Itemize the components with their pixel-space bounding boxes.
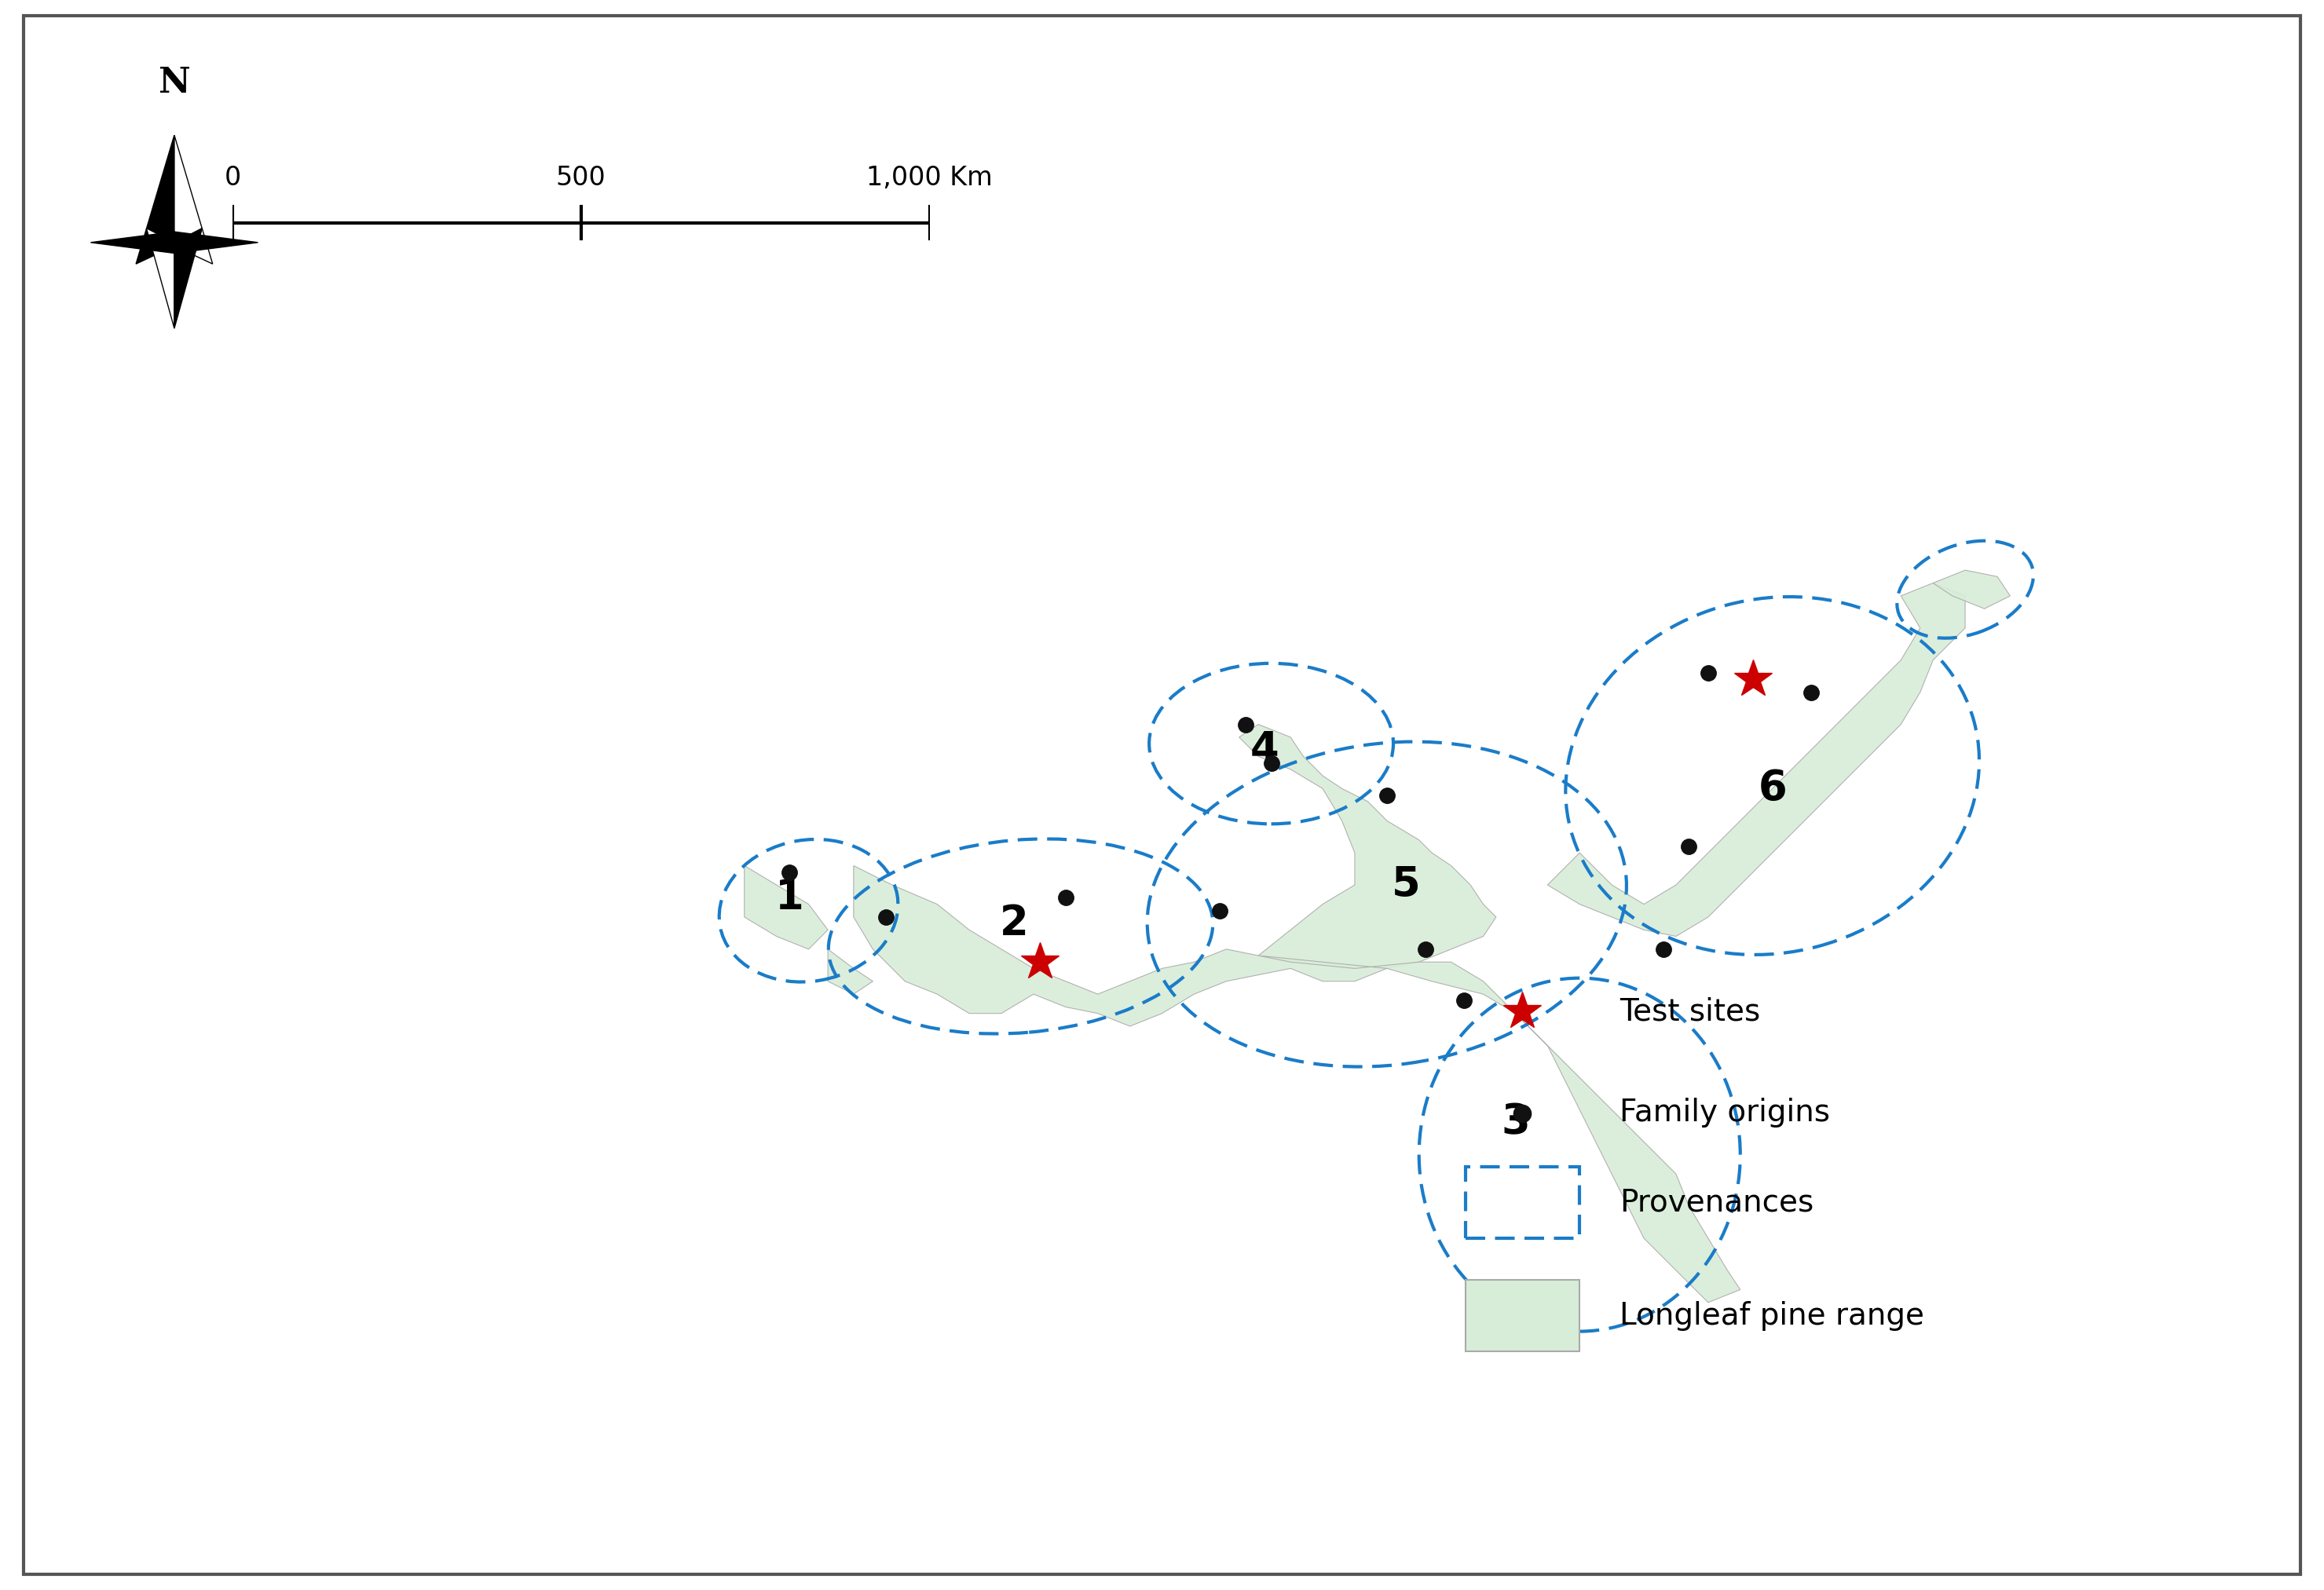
Text: Test sites: Test sites <box>1620 997 1762 1027</box>
Text: 1,000 Km: 1,000 Km <box>867 165 992 191</box>
Polygon shape <box>744 865 827 949</box>
Polygon shape <box>174 232 258 253</box>
Text: 6: 6 <box>1757 768 1787 809</box>
Text: 1: 1 <box>774 878 804 917</box>
Polygon shape <box>174 229 202 328</box>
Text: 2: 2 <box>999 903 1030 944</box>
FancyBboxPatch shape <box>1464 1167 1580 1239</box>
Polygon shape <box>1257 956 1741 1302</box>
FancyBboxPatch shape <box>1464 1280 1580 1351</box>
Polygon shape <box>1934 571 2010 609</box>
Polygon shape <box>91 232 174 253</box>
Text: 0: 0 <box>223 165 242 191</box>
Polygon shape <box>1548 584 1966 937</box>
Polygon shape <box>135 135 174 264</box>
Polygon shape <box>146 229 174 328</box>
Polygon shape <box>174 135 214 264</box>
Polygon shape <box>853 725 1497 1026</box>
Text: Longleaf pine range: Longleaf pine range <box>1620 1301 1924 1331</box>
Text: 500: 500 <box>555 165 607 191</box>
Text: 5: 5 <box>1392 865 1420 905</box>
Text: 3: 3 <box>1501 1102 1529 1143</box>
Text: 4: 4 <box>1250 730 1278 771</box>
Text: Provenances: Provenances <box>1620 1188 1815 1218</box>
Text: N: N <box>158 65 191 99</box>
Polygon shape <box>827 949 874 994</box>
Text: Family origins: Family origins <box>1620 1099 1831 1127</box>
